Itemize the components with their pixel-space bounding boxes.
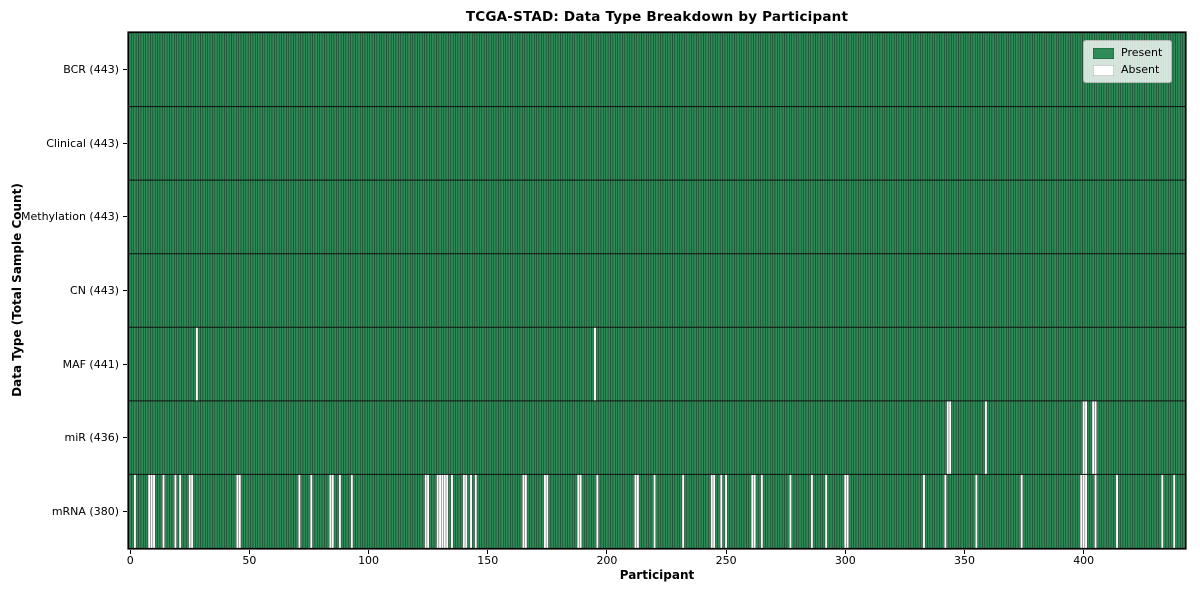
presence-matrix <box>129 33 1185 548</box>
legend-item-absent: Absent <box>1093 64 1162 76</box>
x-tick-mark <box>248 550 250 554</box>
legend-swatch-present-icon <box>1093 47 1114 59</box>
x-tick-mark <box>1083 550 1085 554</box>
x-tick-mark <box>487 550 489 554</box>
y-tick-label: MAF (441) <box>62 357 119 371</box>
y-tick-mark <box>123 290 127 291</box>
x-tick-mark <box>844 550 846 554</box>
y-tick-mark <box>123 363 127 365</box>
legend: Present Absent <box>1083 40 1173 83</box>
x-tick-label: 0 <box>126 554 134 567</box>
x-tick-label: 150 <box>477 554 499 567</box>
x-axis-label: Participant <box>619 568 695 582</box>
legend-item-present: Present <box>1093 47 1162 59</box>
x-tick-mark <box>606 550 608 554</box>
y-tick-label: Methylation (443) <box>21 210 119 224</box>
legend-label-present: Present <box>1121 46 1163 59</box>
x-tick-label: 350 <box>954 554 975 567</box>
x-tick-label: 50 <box>242 554 257 567</box>
x-tick-mark <box>368 550 370 554</box>
x-tick-label: 250 <box>715 554 737 567</box>
y-tick-label: BCR (443) <box>63 63 119 77</box>
x-tick-label: 100 <box>358 554 380 567</box>
x-tick-mark <box>725 550 727 554</box>
plot-area <box>129 33 1185 548</box>
x-tick-mark <box>964 550 965 554</box>
legend-swatch-absent-icon <box>1093 64 1114 76</box>
y-tick-label: miR (436) <box>64 431 120 445</box>
x-tick-mark <box>129 550 131 554</box>
y-tick-mark <box>123 510 127 512</box>
legend-label-absent: Absent <box>1121 63 1160 76</box>
y-tick-mark <box>123 437 127 439</box>
x-tick-label: 400 <box>1073 554 1095 567</box>
y-tick-mark <box>123 142 127 144</box>
y-tick-mark <box>123 216 127 218</box>
y-tick-label: CN (443) <box>70 284 119 297</box>
y-tick-label: mRNA (380) <box>51 504 119 518</box>
x-tick-label: 200 <box>596 554 618 567</box>
y-tick-label: Clinical (443) <box>46 136 119 150</box>
x-tick-label: 300 <box>834 554 856 567</box>
y-tick-mark <box>123 69 127 71</box>
chart-title: TCGA-STAD: Data Type Breakdown by Partic… <box>465 9 849 25</box>
